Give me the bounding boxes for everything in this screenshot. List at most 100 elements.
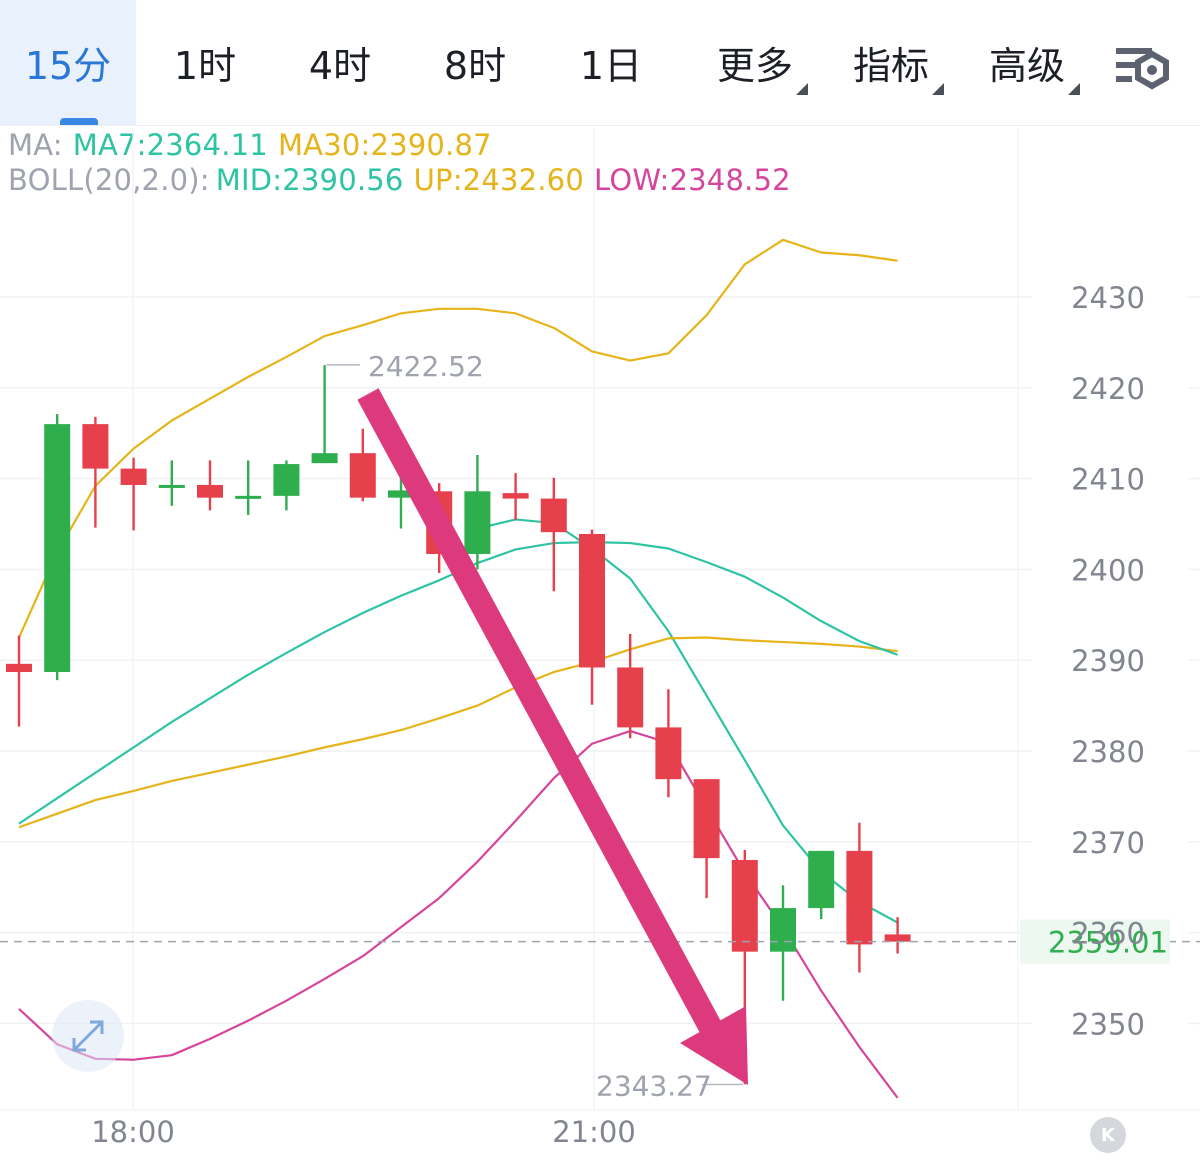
candle-up (273, 460, 300, 511)
candle-body (502, 493, 529, 499)
x-tick-label: 21:00 (552, 1115, 636, 1149)
series-line-ma30 (18, 636, 898, 829)
candle-body (579, 533, 605, 668)
candle-down (693, 779, 720, 899)
ma-legend: MA: MA7:2364.11 MA30:2390.87 (8, 128, 502, 162)
series-line-boll-up (17, 238, 898, 638)
boll-mid-value: MID:2390.56 (215, 163, 404, 197)
tab-1h[interactable]: 1时 (150, 0, 260, 125)
expand-icon[interactable] (52, 1000, 124, 1072)
candle-body (349, 453, 376, 498)
candle-body (273, 464, 300, 496)
ma7-value: MA7:2364.11 (72, 128, 268, 162)
current-price-badge (1020, 919, 1170, 964)
candle-down (579, 529, 605, 705)
y-tick-label: 2350 (1071, 1007, 1145, 1041)
candle-down (846, 822, 873, 973)
candle-down (540, 477, 567, 592)
candle-down (6, 635, 32, 727)
tab-label: 15分 (24, 44, 112, 88)
boll-low-value: LOW:2348.52 (594, 163, 791, 197)
tab-label: 4时 (308, 44, 372, 88)
tab-more[interactable]: 更多 (700, 0, 810, 125)
tab-label: 1日 (579, 44, 643, 88)
candle-body (617, 667, 644, 728)
candle-body (693, 779, 720, 859)
candle-down (502, 473, 529, 521)
x-tick-label: 18:00 (91, 1115, 175, 1149)
candle-body (158, 484, 185, 488)
candle-body (6, 663, 32, 673)
candles (6, 365, 911, 1085)
candle-up (158, 460, 185, 506)
candle-down (655, 689, 682, 798)
dropdown-triangle-icon (1068, 83, 1080, 95)
dropdown-triangle-icon (796, 83, 808, 95)
price-axis: 2350 2360 2370 2380 2390 2400 2410 2420 2430 18:0… (91, 281, 1145, 1149)
trend-arrow-shaft (357, 388, 723, 1036)
tab-label: 更多 (716, 44, 793, 88)
candle-body (120, 468, 147, 485)
boll-legend: BOLL(20,2.0): MID:2390.56 UP:2432.60 LOW:23… (8, 163, 801, 197)
candle-down (82, 416, 109, 528)
tab-indicators[interactable]: 指标 (836, 0, 946, 125)
candle-up (388, 477, 414, 529)
candle-body (197, 484, 223, 498)
tab-label: 1时 (173, 44, 237, 88)
high-marker-label: 2422.52 (368, 350, 484, 383)
y-tick-label: 2430 (1071, 281, 1145, 315)
tab-15min[interactable]: 15分 (0, 0, 136, 125)
candle-body (808, 850, 835, 909)
candle-down (197, 460, 223, 511)
scroll-to-latest-icon[interactable]: K (1090, 1117, 1126, 1153)
candle-body (82, 424, 109, 469)
chart-settings-icon[interactable] (1112, 40, 1174, 96)
tab-label: 8时 (443, 44, 507, 88)
active-tab-indicator (60, 118, 98, 125)
candle-up (770, 885, 796, 1001)
tab-1d[interactable]: 1日 (556, 0, 666, 125)
candle-body (655, 727, 682, 780)
candle-body (235, 495, 262, 499)
y-tick-label: 2360 (1071, 917, 1145, 951)
y-tick-label: 2380 (1071, 735, 1145, 769)
trend-arrow-head (680, 1006, 748, 1085)
candle-body (770, 908, 796, 952)
candle-body (44, 424, 71, 673)
tab-4h[interactable]: 4时 (285, 0, 395, 125)
candle-body (731, 859, 758, 952)
candle-down (120, 457, 147, 531)
boll-up-value: UP:2432.60 (413, 163, 584, 197)
y-tick-label: 2410 (1071, 463, 1145, 497)
tab-8h[interactable]: 8时 (420, 0, 530, 125)
candle-body (388, 490, 414, 498)
candle-body (884, 934, 911, 942)
y-tick-label: 2420 (1071, 372, 1145, 406)
current-price-label: 2359.01 (1048, 926, 1168, 960)
chart-annotations: 2359.01 2422.52 2343.27 (0, 350, 1200, 1103)
y-tick-label: 2400 (1071, 553, 1145, 587)
dropdown-triangle-icon (932, 83, 944, 95)
candle-down (349, 428, 376, 502)
ma-label: MA: (8, 128, 63, 162)
candle-up (464, 454, 491, 570)
tab-label: 指标 (852, 44, 929, 88)
candle-down (617, 633, 644, 739)
candle-body (311, 453, 338, 464)
candle-up (235, 460, 262, 515)
candle-down (884, 917, 911, 954)
candle-up (44, 414, 71, 681)
y-tick-label: 2370 (1071, 826, 1145, 860)
candle-up (311, 365, 338, 464)
candle-body (540, 498, 567, 533)
tab-advanced[interactable]: 高级 (972, 0, 1082, 125)
candle-body (846, 850, 873, 945)
tab-label: 高级 (988, 44, 1065, 88)
low-marker-label: 2343.27 (596, 1070, 712, 1103)
candle-body (464, 491, 491, 554)
y-tick-label: 2390 (1071, 644, 1145, 678)
timeframe-tabs: 15分 1时 4时 8时 1日 更多 指标 高级 (0, 0, 1200, 126)
ma30-value: MA30:2390.87 (277, 128, 492, 162)
boll-label: BOLL(20,2.0): (8, 163, 210, 197)
